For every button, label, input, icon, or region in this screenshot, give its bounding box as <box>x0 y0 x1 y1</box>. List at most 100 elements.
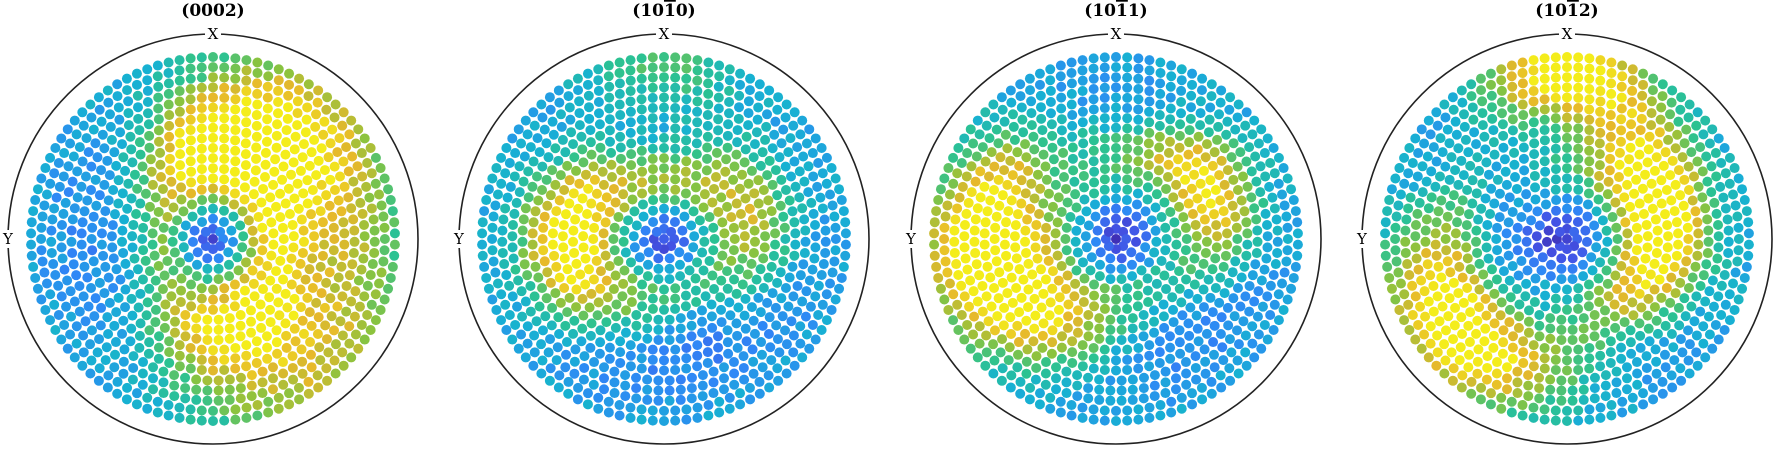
pole-point <box>1462 282 1473 293</box>
pole-point <box>1006 370 1017 381</box>
pole-point <box>1060 284 1071 295</box>
pole-point <box>1485 209 1496 219</box>
pole-point <box>1078 149 1089 160</box>
pole-point <box>257 366 268 377</box>
pole-point <box>692 361 703 372</box>
pole-point <box>1620 217 1631 228</box>
pole-point <box>527 181 538 192</box>
pole-point <box>1186 264 1196 275</box>
pole-point <box>679 211 690 222</box>
pole-point <box>1154 347 1165 358</box>
pole-point <box>1077 361 1088 372</box>
pole-point <box>1079 285 1090 296</box>
pole-point <box>1190 362 1201 373</box>
pole-point <box>346 115 357 126</box>
pole-point <box>1099 153 1110 164</box>
pole-point <box>1534 310 1545 321</box>
pole-point <box>239 285 250 296</box>
pole-point <box>1550 415 1561 426</box>
pole-point <box>1636 302 1647 313</box>
pole-point <box>1691 120 1702 131</box>
pole-point <box>229 199 240 210</box>
pole-point <box>149 250 160 261</box>
pole-point <box>1681 211 1692 222</box>
pole-point <box>697 391 708 402</box>
pole-point <box>1645 269 1656 280</box>
pole-point <box>1402 259 1413 270</box>
pole-point <box>795 321 806 332</box>
title-index: (10 <box>1535 1 1567 21</box>
pole-point <box>1040 368 1051 379</box>
pole-point <box>805 301 816 312</box>
pole-point <box>659 102 669 113</box>
pole-point <box>164 120 175 131</box>
pole-point <box>109 362 120 373</box>
pole-point <box>1444 293 1455 304</box>
pole-point <box>1232 161 1243 172</box>
pole-point <box>772 363 783 374</box>
pole-point <box>551 206 562 217</box>
pole-point <box>262 206 273 217</box>
pole-point <box>1059 172 1070 183</box>
pole-point <box>1088 145 1099 156</box>
pole-point <box>1208 349 1219 360</box>
pole-point <box>1616 342 1627 353</box>
pole-point <box>36 173 47 184</box>
pole-point <box>138 245 149 256</box>
pole-point <box>778 211 789 222</box>
pole-point <box>1047 142 1058 153</box>
pole-point <box>1514 299 1525 310</box>
pole-point <box>1494 188 1505 199</box>
pole-point <box>965 343 976 354</box>
pole-point <box>343 166 354 177</box>
pole-point <box>1584 83 1595 94</box>
pole-point <box>1175 119 1186 130</box>
pole-point <box>275 188 286 199</box>
pole-point <box>1684 339 1695 350</box>
pole-point <box>1457 329 1468 339</box>
pole-point <box>1534 331 1545 342</box>
pole-point <box>1116 263 1127 274</box>
pole-point <box>126 144 137 155</box>
pole-point <box>319 239 330 250</box>
pole-point <box>995 347 1006 358</box>
pole-point <box>1606 67 1617 78</box>
pole-point <box>745 394 756 405</box>
pole-point <box>185 145 196 156</box>
pole-point <box>359 231 370 242</box>
pole-point <box>659 193 669 204</box>
pole-point <box>1476 203 1487 214</box>
pole-point <box>1657 388 1668 399</box>
pole-point <box>1061 377 1072 388</box>
pole-point <box>1583 188 1594 199</box>
pole-point <box>603 71 614 82</box>
pole-point <box>675 394 686 405</box>
pole-point <box>659 203 669 214</box>
pole-point <box>563 91 574 102</box>
pole-point <box>740 323 751 334</box>
pole-point <box>604 92 615 103</box>
pole-point <box>1477 120 1488 131</box>
pole-point <box>65 329 76 340</box>
pole-point <box>1099 72 1110 83</box>
pole-point <box>1498 142 1509 153</box>
pole-point <box>1724 289 1735 300</box>
pole-point <box>1430 239 1441 250</box>
pole-point <box>763 370 774 381</box>
pole-point <box>263 396 274 407</box>
pole-point <box>1099 133 1110 144</box>
pole-point <box>618 189 629 200</box>
pole-point <box>959 231 970 242</box>
pole-point <box>78 330 89 341</box>
pole-point <box>760 134 771 145</box>
pole-point <box>76 239 87 250</box>
pole-point <box>1053 317 1064 328</box>
pole-point <box>770 228 781 239</box>
pole-point <box>840 250 851 261</box>
pole-point <box>618 236 629 247</box>
pole-point <box>1509 147 1520 158</box>
pole-point <box>1679 293 1690 304</box>
pole-point <box>1638 209 1649 219</box>
pole-point <box>1448 363 1459 374</box>
pole-point <box>836 195 847 206</box>
